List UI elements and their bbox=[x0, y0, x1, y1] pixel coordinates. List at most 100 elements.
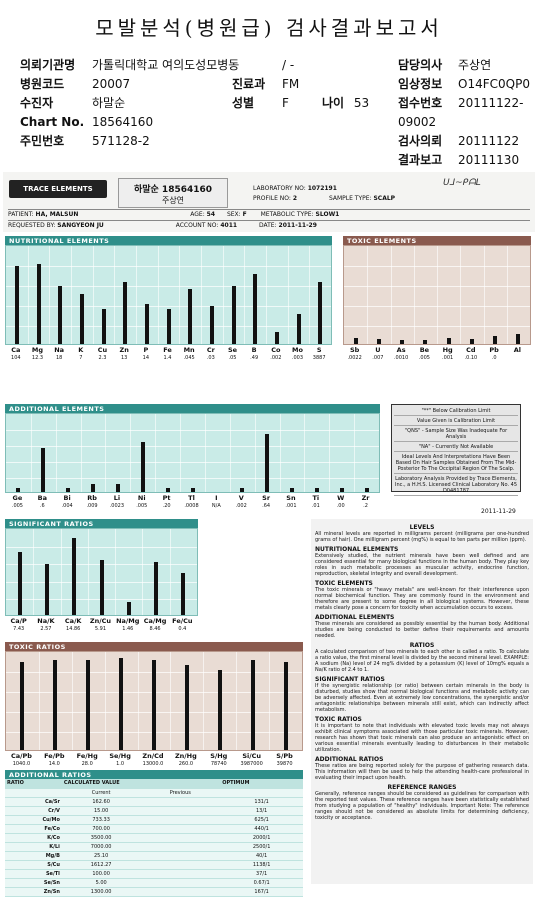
table-row: S/Cu 1612.27 1138/1 bbox=[5, 860, 303, 870]
bar-pb bbox=[493, 336, 498, 344]
category-label: S/Hg bbox=[210, 752, 228, 760]
bar-al bbox=[516, 334, 521, 344]
grid-line bbox=[115, 529, 117, 615]
category-label: Si/Cu bbox=[242, 752, 261, 760]
category-label: K bbox=[78, 346, 84, 354]
bar-si-cu bbox=[250, 660, 255, 750]
value-label: .005 bbox=[136, 503, 148, 509]
bar-se bbox=[231, 286, 236, 344]
additional-chart bbox=[5, 413, 380, 493]
grid-line bbox=[354, 414, 356, 492]
grid-line bbox=[179, 246, 181, 344]
value-label: .0023 bbox=[109, 503, 125, 509]
header-left: 의뢰기관명 가톨릭대학교 여의도성모병동 병원코드 20007 수진자 하말순 Chart … bbox=[20, 56, 290, 151]
category-label: Zn/Cd bbox=[142, 752, 164, 760]
reference-paragraph: The toxic minerals or "heavy metals" are… bbox=[315, 587, 529, 611]
bar-as bbox=[400, 340, 405, 344]
value-label: .045 bbox=[183, 355, 195, 361]
bar-bi bbox=[66, 488, 71, 492]
value-label: 104 bbox=[11, 355, 21, 361]
grid-line bbox=[49, 246, 51, 344]
grid-line bbox=[6, 478, 379, 479]
reference-heading: REFERENCE RANGES bbox=[387, 784, 457, 791]
bar-co bbox=[274, 332, 279, 344]
header-row: 담당의사 주상연 bbox=[398, 58, 492, 72]
grid-line bbox=[460, 246, 462, 344]
category-label: Li bbox=[113, 494, 121, 502]
category-label: Se bbox=[227, 346, 238, 354]
category-label: I bbox=[215, 494, 218, 502]
category-label: Rb bbox=[87, 494, 97, 502]
category-label: Mg bbox=[31, 346, 44, 354]
bar-zn-cu bbox=[99, 560, 104, 615]
grid-line bbox=[483, 246, 485, 344]
reference-paragraph: If the synergistic relationship (or rati… bbox=[315, 683, 529, 713]
bar-hg bbox=[446, 338, 451, 344]
value-label: 14.0 bbox=[48, 761, 60, 767]
grid-line bbox=[71, 652, 73, 750]
value-label: 0.4 bbox=[178, 626, 187, 632]
grid-line bbox=[367, 246, 369, 344]
bar-ti bbox=[314, 488, 319, 492]
grid-line bbox=[236, 652, 238, 750]
category-label: Be bbox=[419, 346, 430, 354]
additional-heading: ADDITIONAL ELEMENTS bbox=[5, 404, 380, 414]
lab-report: TRACE ELEMENTS 하말순 18564160 주상연 LABORATO… bbox=[3, 172, 535, 897]
header-row: 결과보고 20111130 bbox=[398, 153, 520, 167]
category-label: V bbox=[238, 494, 244, 502]
category-label: S/Pb bbox=[276, 752, 293, 760]
grid-line bbox=[30, 414, 32, 492]
category-label: Sn bbox=[286, 494, 296, 502]
value-label: 8.46 bbox=[149, 626, 161, 632]
bar-v bbox=[240, 488, 245, 492]
legend-line: "QNS" - Sample Size Was Inadequate For A… bbox=[394, 428, 518, 442]
legend-line: Value Given is Calibration Limit bbox=[394, 418, 518, 426]
category-label: Mn bbox=[183, 346, 195, 354]
bar-s-pb bbox=[283, 662, 288, 750]
grid-line bbox=[413, 246, 415, 344]
header-right: 담당의사 주상연 임상정보 O14FC0QP0 접수번호 20111122-09002 검사… bbox=[398, 56, 538, 170]
value-label: .0010 bbox=[393, 355, 409, 361]
grid-line bbox=[309, 246, 311, 344]
value-label: N/A bbox=[211, 503, 221, 509]
bar-cd bbox=[469, 339, 474, 344]
category-label: Zn bbox=[119, 346, 129, 354]
value-label: .0022 bbox=[347, 355, 362, 361]
bar-li bbox=[115, 484, 120, 492]
bar-zn-hg bbox=[184, 665, 189, 750]
header-row: 수진자 하말순 bbox=[20, 96, 126, 110]
bar-cu bbox=[101, 309, 106, 344]
significant-heading: SIGNIFICANT RATIOS bbox=[5, 519, 198, 529]
bar-fe-pb bbox=[53, 660, 58, 750]
reference-heading: TOXIC RATIOS bbox=[315, 716, 362, 723]
header-row: 성별 F bbox=[232, 96, 289, 110]
grid-line bbox=[130, 414, 132, 492]
value-label: .0 bbox=[491, 355, 497, 361]
category-label: As bbox=[396, 346, 406, 354]
category-label: Ca/Mg bbox=[143, 617, 167, 625]
category-label: Ba bbox=[37, 494, 47, 502]
value-label: 1040.0 bbox=[12, 761, 31, 767]
bar-ca-k bbox=[72, 537, 77, 615]
grid-line bbox=[304, 414, 306, 492]
grid-line bbox=[155, 414, 157, 492]
grid-line bbox=[229, 414, 231, 492]
category-label: B bbox=[251, 346, 257, 354]
category-label: Hg bbox=[442, 346, 453, 354]
grid-line bbox=[329, 414, 331, 492]
bar-sr bbox=[265, 434, 270, 492]
value-label: .03 bbox=[206, 355, 215, 361]
table-row: K/Co 3500.00 2000/1 bbox=[5, 833, 303, 843]
grid-line bbox=[80, 414, 82, 492]
header-row: Chart No. 18564160 bbox=[20, 115, 154, 129]
grid-line bbox=[92, 246, 94, 344]
bar-u bbox=[376, 339, 381, 344]
grid-line bbox=[136, 246, 137, 344]
toxic-ratios-chart bbox=[5, 651, 303, 751]
grid-line bbox=[390, 246, 392, 344]
significant-chart bbox=[5, 528, 198, 616]
bar-fe-cu bbox=[181, 572, 186, 615]
name-stamp: 하말순 18564160 주상연 bbox=[118, 178, 228, 208]
value-label: 7.43 bbox=[13, 626, 25, 632]
category-label: Cu bbox=[97, 346, 108, 354]
